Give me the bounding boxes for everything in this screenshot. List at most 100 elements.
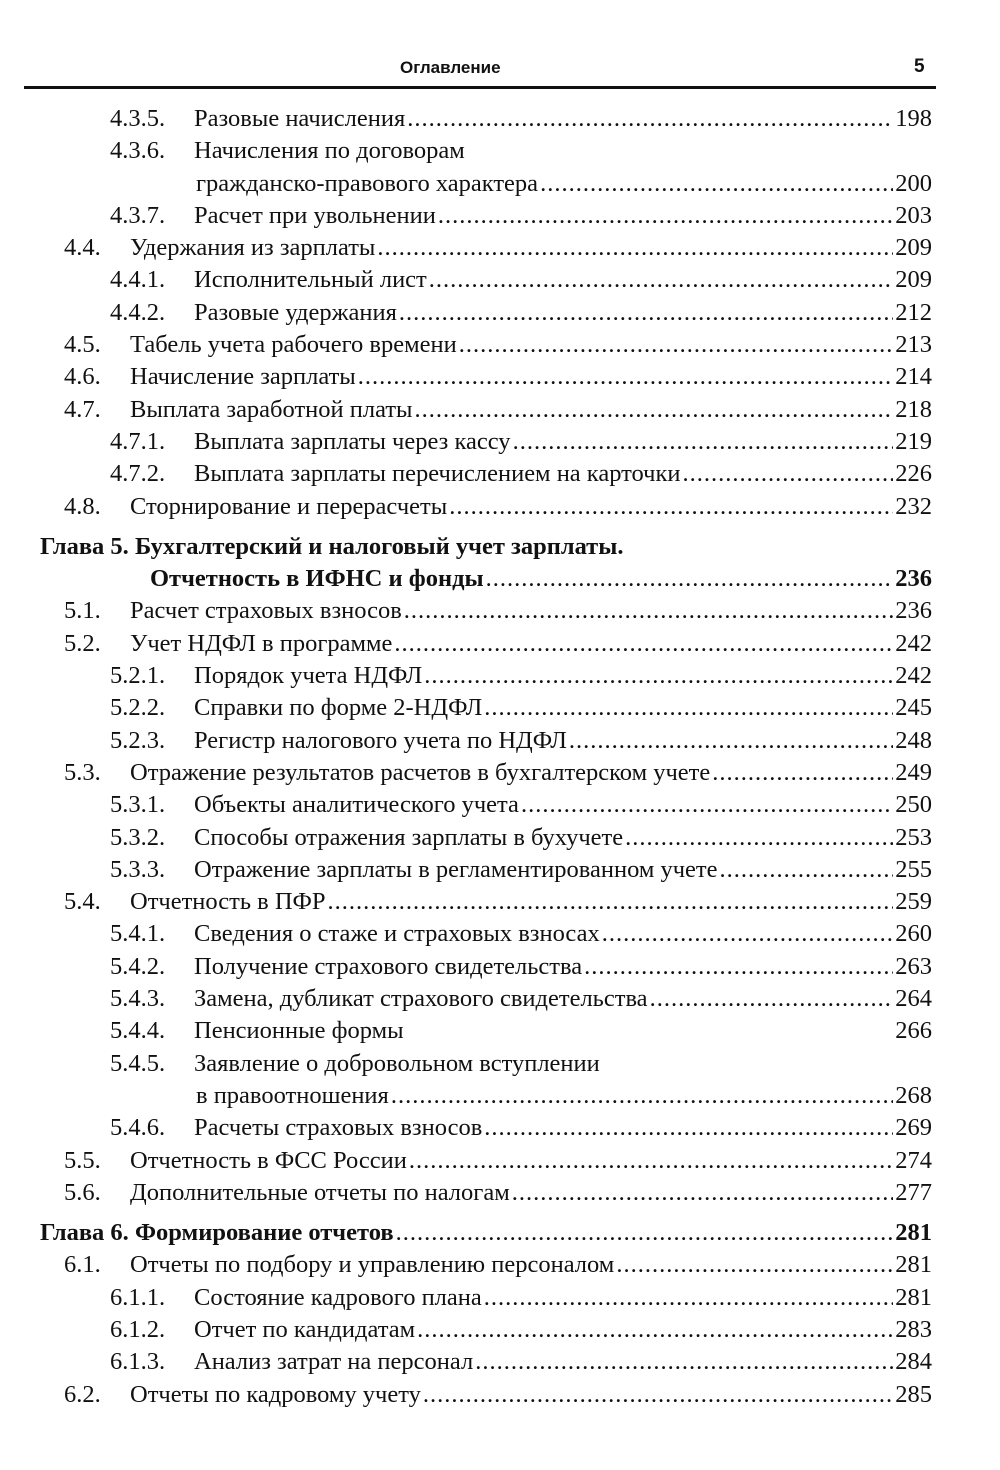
toc-entry-page: 285 (895, 1380, 932, 1408)
toc-entry-page: 203 (895, 201, 932, 229)
dot-leader (377, 232, 893, 264)
toc-entry-page: 277 (895, 1178, 932, 1206)
dot-leader (328, 886, 894, 918)
toc-entry-page: 214 (895, 363, 932, 391)
toc-entry-page: 263 (895, 952, 932, 980)
toc-entry-number: 5.2.2. (110, 694, 166, 722)
toc-entry-title: Способы отражения зарплаты в бухучете (194, 823, 624, 851)
toc-entry-number: 5.4. (64, 888, 101, 916)
toc-entry-number: 6.1.2. (110, 1315, 166, 1343)
toc-entry-number: 4.3.6. (110, 137, 166, 165)
toc-entry: 6.1.3. Анализ затрат на персонал 284 (0, 1346, 932, 1378)
toc-entry-title: Отражение результатов расчетов в бухгалт… (130, 758, 711, 786)
toc-entry-title: Удержания из зарплаты (130, 234, 376, 262)
toc-chapter-entry: Отчетность в ИФНС и фонды 236 (0, 563, 932, 595)
toc-entry: 4.7.2. Выплата зарплаты перечислением на … (0, 458, 932, 490)
toc-entry-number: 5.6. (64, 1178, 101, 1206)
toc-entry: 4.5. Табель учета рабочего времени 213 (0, 329, 932, 361)
toc-entry-number: 4.4.2. (110, 298, 166, 326)
toc-entry-title: Анализ затрат на персонал (194, 1348, 474, 1376)
toc-chapter-entry: Глава 6.Формирование отчетов 281 (0, 1217, 932, 1249)
toc-entry-page: 209 (895, 266, 932, 294)
toc-entry: 4.3.6. Начисления по договорам (0, 135, 932, 167)
dot-leader (484, 1282, 893, 1314)
toc-entry: 5.4.4. Пенсионные формы 266 (0, 1015, 932, 1047)
dot-leader (569, 725, 893, 757)
dot-leader (396, 1217, 894, 1249)
toc-entry-title: в правоотношения (196, 1081, 389, 1109)
toc-entry-number: 6.2. (64, 1380, 101, 1408)
dot-leader (407, 103, 893, 135)
toc-entry: 6.1.2. Отчет по кандидатам 283 (0, 1314, 932, 1346)
dot-leader (429, 264, 893, 296)
toc-entry: 4.7. Выплата заработной платы 218 (0, 394, 932, 426)
toc-entry-number: 5.3.1. (110, 791, 166, 819)
toc-entry-page: 236 (895, 597, 932, 625)
header-rule (24, 86, 936, 89)
toc-entry: 4.4.2. Разовые удержания 212 (0, 297, 932, 329)
toc-entry-title: Выплата заработной платы (130, 395, 413, 423)
toc-entry-title: Объекты аналитического учета (194, 791, 519, 819)
toc-entry: 5.1. Расчет страховых взносов 236 (0, 595, 932, 627)
dot-leader (459, 329, 894, 361)
toc-entry-title: Расчеты страховых взносов (194, 1114, 483, 1142)
toc-entry-page: 250 (895, 791, 932, 819)
toc-entry-title: Получение страхового свидетельства (194, 952, 583, 980)
toc-entry-title: Пенсионные формы (194, 1017, 404, 1045)
toc-entry-page: 274 (895, 1146, 932, 1174)
toc-entry-page: 264 (895, 985, 932, 1013)
toc-entry-title: Начисления по договорам (194, 137, 465, 165)
table-of-contents: 4.3.5. Разовые начисления 198 4.3.6. Начисле… (0, 103, 932, 1411)
toc-entry-page: 249 (895, 758, 932, 786)
toc-entry-page: 219 (895, 427, 932, 455)
dot-leader (486, 563, 894, 595)
page-number: 5 (914, 56, 925, 77)
toc-entry-title: Разовые удержания (194, 298, 397, 326)
toc-entry-number: 5.2.3. (110, 726, 166, 754)
toc-entry-number: 5.5. (64, 1146, 101, 1174)
toc-entry-title: Отчеты по подбору и управлению персонало… (130, 1251, 615, 1279)
toc-entry-title: Расчет при увольнении (194, 201, 436, 229)
toc-entry-number: 5.2. (64, 629, 101, 657)
toc-entry-page: 260 (895, 920, 932, 948)
dot-leader (394, 628, 893, 660)
toc-entry-page: 269 (895, 1114, 932, 1142)
toc-entry-title: Отчетность в ФСС России (130, 1146, 407, 1174)
toc-entry-title: Отчеты по кадровому учету (130, 1380, 421, 1408)
toc-entry-title: Отчетность в ПФР (130, 888, 326, 916)
running-header: Оглавление 5 (0, 56, 1000, 86)
toc-entry-title: Формирование отчетов (135, 1219, 394, 1247)
toc-entry: 6.1.1. Состояние кадрового плана 281 (0, 1282, 932, 1314)
toc-entry: 6.2. Отчеты по кадровому учету 285 (0, 1379, 932, 1411)
toc-entry-title: Состояние кадрового плана (194, 1283, 482, 1311)
toc-entry-page: 253 (895, 823, 932, 851)
toc-entry-page: 283 (895, 1315, 932, 1343)
toc-entry-title: Выплата зарплаты через кассу (194, 427, 511, 455)
dot-leader (616, 1249, 893, 1281)
dot-leader (540, 168, 893, 200)
toc-entry-title: Отчет по кандидатам (194, 1315, 416, 1343)
toc-entry: 5.6. Дополнительные отчеты по налогам 277 (0, 1177, 932, 1209)
toc-entry-number: 5.4.2. (110, 952, 166, 980)
toc-entry-page: 281 (895, 1251, 932, 1279)
toc-entry: 4.4. Удержания из зарплаты 209 (0, 232, 932, 264)
toc-entry-title: Отражение зарплаты в регламентированном … (194, 855, 718, 883)
toc-entry: 6.1. Отчеты по подбору и управлению персо… (0, 1249, 932, 1281)
toc-entry-number: 5.4.5. (110, 1049, 166, 1077)
dot-leader (712, 757, 893, 789)
dot-leader (404, 595, 893, 627)
dot-leader (602, 918, 894, 950)
toc-entry: 4.4.1. Исполнительный лист 209 (0, 264, 932, 296)
toc-entry-title: гражданско-правового характера (196, 169, 539, 197)
toc-entry-title: Порядок учета НДФЛ (194, 662, 423, 690)
toc-entry-number: 4.5. (64, 331, 101, 359)
dot-leader (513, 426, 894, 458)
toc-entry-number: 4.7.1. (110, 427, 166, 455)
toc-entry-title: Исполнительный лист (194, 266, 427, 294)
toc-entry: 4.8. Сторнирование и перерасчеты 232 (0, 491, 932, 523)
toc-entry: 5.3. Отражение результатов расчетов в бух… (0, 757, 932, 789)
dot-leader (358, 361, 893, 393)
toc-entry-number: 4.6. (64, 363, 101, 391)
toc-entry: 5.4.6. Расчеты страховых взносов 269 (0, 1112, 932, 1144)
toc-entry: 5.2.3. Регистр налогового учета по НДФЛ 24… (0, 725, 932, 757)
